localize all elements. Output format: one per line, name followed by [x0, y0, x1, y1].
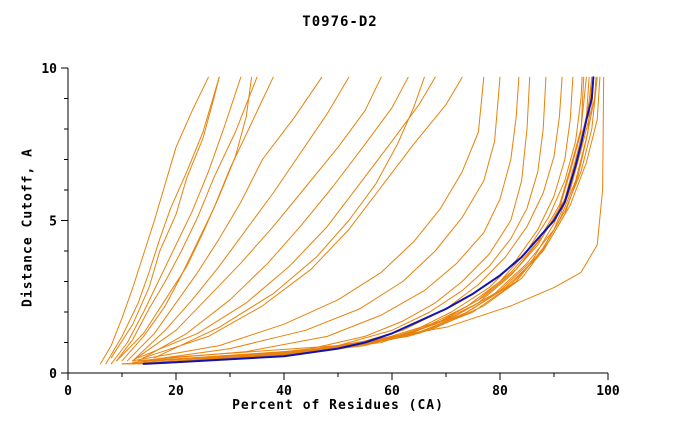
model-curve	[132, 76, 485, 362]
model-curve	[137, 76, 436, 359]
model-curve	[110, 76, 242, 365]
x-tick-label: 20	[168, 384, 184, 399]
model-curve	[116, 76, 253, 362]
model-curve	[126, 76, 593, 365]
model-curve	[132, 76, 593, 363]
y-tick-label: 0	[49, 367, 57, 382]
model-curve	[143, 76, 501, 362]
model-curve	[116, 76, 258, 362]
highlighted-model-curve	[142, 76, 595, 365]
model-curve	[110, 76, 220, 359]
model-curve	[121, 76, 585, 365]
model-curve	[121, 76, 274, 362]
model-curve	[121, 76, 574, 365]
model-curve	[143, 76, 597, 362]
model-curve	[126, 76, 563, 365]
model-curve	[132, 76, 382, 362]
model-curve	[164, 76, 605, 359]
model-curve	[137, 76, 547, 365]
x-tick-label: 0	[64, 384, 72, 399]
x-tick-label: 80	[492, 384, 508, 399]
x-axis-label: Percent of Residues (CA)	[232, 398, 444, 413]
chart-title: T0976-D2	[302, 14, 378, 30]
y-axis-label: Distance Cutoff, A	[20, 148, 36, 307]
model-curve	[126, 76, 323, 362]
y-tick-label: 5	[49, 215, 57, 230]
model-curve	[132, 76, 350, 362]
model-curve	[137, 76, 409, 362]
model-curve	[105, 76, 220, 365]
model-curve	[143, 76, 583, 365]
x-tick-label: 60	[384, 384, 400, 399]
model-curve	[137, 76, 520, 362]
model-curve	[99, 76, 209, 365]
model-curve	[153, 76, 425, 359]
model-curve	[143, 76, 463, 359]
x-tick-label: 100	[596, 384, 620, 399]
y-tick-label: 10	[41, 62, 57, 77]
x-tick-label: 40	[276, 384, 292, 399]
